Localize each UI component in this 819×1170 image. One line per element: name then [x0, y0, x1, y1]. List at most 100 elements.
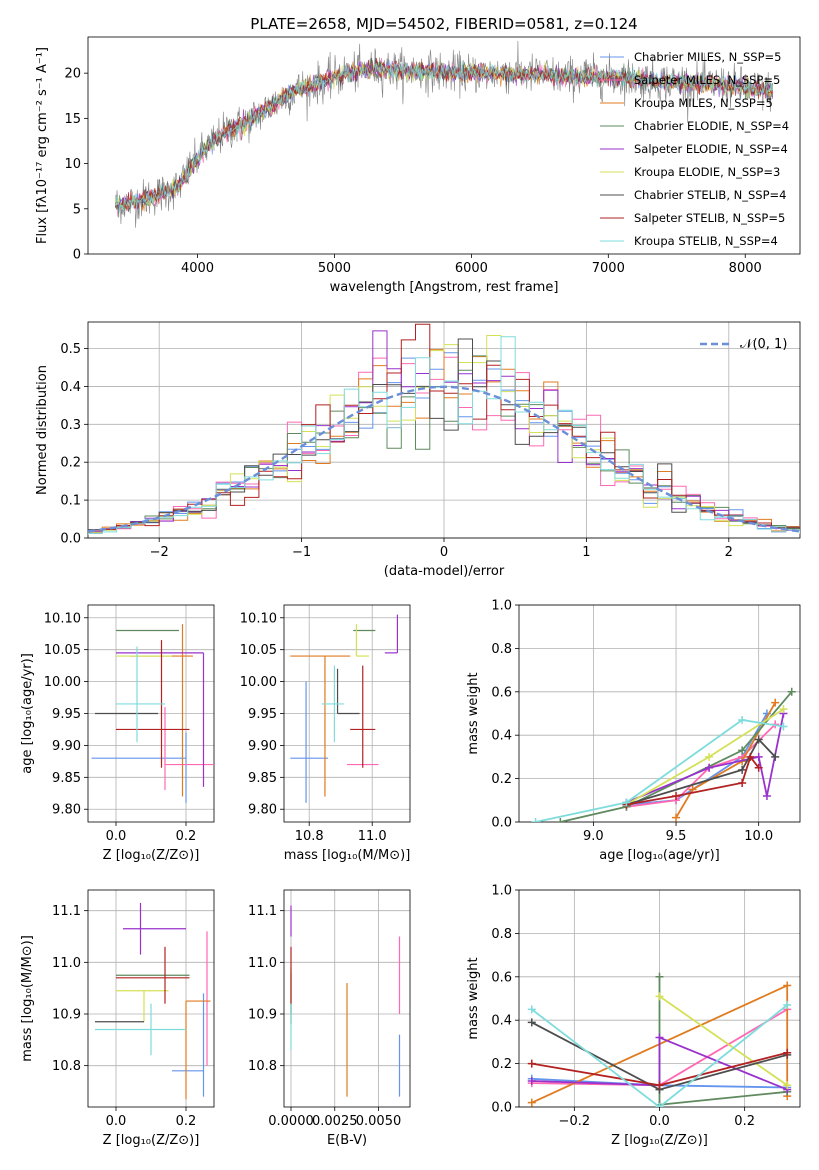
x-tick-label: 9.0	[583, 829, 604, 844]
errorbar-point-8	[321, 665, 344, 743]
x-tick-label: −2	[150, 545, 169, 560]
y-tick-label: 0.2	[491, 772, 512, 787]
weight-marker-6-1	[738, 765, 747, 774]
legend-label-5: Kroupa ELODIE, N_SSP=3	[634, 165, 780, 179]
weight-marker-3-3	[787, 687, 796, 696]
legend-label-6: Chabrier STELIB, N_SSP=4	[634, 188, 786, 202]
legend-label-4: Salpeter ELODIE, N_SSP=4	[634, 142, 788, 156]
errorbar-point-7	[116, 946, 190, 1004]
x-axis-label: Z [log₁₀(Z/Z⊙)]	[611, 1133, 708, 1148]
x-axis-label: (data-model)/error	[384, 564, 505, 579]
weight-marker-8-1	[655, 1103, 664, 1107]
massweight-vs-Z-axes: −0.2 0.0 0.2 0.0 0.2 0.4 0.6 0.8 1.0 Z [log₁₀(Z/Z…	[466, 884, 801, 1148]
mass-vs-Z-frame	[87, 889, 215, 1108]
mass-vs-Z-errorbars	[95, 902, 211, 1100]
model-line-8	[115, 60, 773, 213]
errorbar-point-0	[91, 732, 187, 803]
y-axis-label: mass weight	[466, 957, 481, 1039]
residual-legend: 𝒩(0, 1)	[700, 337, 787, 352]
weight-marker-5-0	[655, 992, 664, 1001]
y-tick-label: 0.2	[491, 1057, 512, 1072]
weight-marker-4-2	[655, 1033, 664, 1042]
errorbar-point-7	[350, 665, 376, 768]
x-tick-label: 0.2	[734, 1114, 755, 1129]
residuals-frame	[87, 321, 801, 539]
y-tick-label: 0.4	[491, 729, 512, 744]
y-tick-label: 0.1	[60, 494, 81, 509]
residuals-axes: −2 −1 0 1 2 0.0 0.1 0.2 0.3 0.4 0.5 (data-model)/er…	[35, 321, 801, 579]
legend-label-3: Chabrier ELODIE, N_SSP=4	[634, 119, 789, 133]
x-tick-label: 0	[440, 545, 448, 560]
y-tick-label: 0.6	[491, 970, 512, 985]
normal-reference-curve	[88, 385, 800, 533]
y-tick-label: 10.10	[240, 611, 277, 626]
errorbar-point-2	[290, 655, 351, 797]
weight-marker-4-3	[762, 791, 771, 800]
weight-marker-7-0	[527, 1059, 536, 1068]
y-tick-label: 9.90	[248, 739, 277, 754]
errorbar-point-2	[185, 1000, 211, 1100]
massweight-vs-Z-lines	[527, 972, 792, 1107]
age-vs-Z-frame	[87, 604, 215, 823]
weight-marker-5-1	[783, 1081, 792, 1090]
y-axis-label: Normed distribution	[35, 365, 50, 495]
spectrum-frame	[87, 36, 801, 255]
y-tick-label: 10.8	[248, 1059, 277, 1074]
weight-marker-7-2	[783, 1048, 792, 1057]
weight-marker-6-2	[754, 735, 763, 744]
weight-marker-4-1	[705, 763, 714, 772]
x-tick-label: −1	[292, 545, 311, 560]
model-line-7	[115, 58, 773, 212]
weight-marker-8-1	[622, 798, 631, 807]
age-vs-mass-frame	[283, 604, 411, 823]
errorbar-point-4	[123, 902, 186, 955]
x-tick-label: 0.2	[176, 1114, 197, 1129]
x-tick-label: 8000	[729, 261, 762, 276]
x-tick-label: 0.0	[649, 1114, 670, 1129]
x-tick-label: 0.0	[106, 829, 127, 844]
x-tick-label: 5000	[318, 261, 351, 276]
y-tick-label: 9.80	[52, 803, 81, 818]
weight-marker-2-1	[783, 981, 792, 990]
weight-line-8	[535, 719, 784, 822]
y-axis-label: age [log₁₀(age/yr)]	[20, 653, 35, 774]
weight-marker-3-0	[556, 818, 565, 822]
y-axis-label: mass [log₁₀(M/M⊙)]	[20, 935, 35, 1062]
weight-marker-8-3	[779, 722, 788, 731]
age-vs-Z-errorbars	[91, 624, 214, 803]
weight-marker-5-2	[779, 705, 788, 714]
errorbar-point-0	[290, 681, 329, 803]
mass-vs-EBV-frame	[283, 889, 411, 1108]
x-tick-label: 1	[582, 545, 590, 560]
x-tick-label: 6000	[455, 261, 488, 276]
x-axis-label: E(B-V)	[327, 1133, 367, 1148]
x-axis-label: mass [log₁₀(M/M⊙)]	[284, 848, 411, 863]
y-tick-label: 9.95	[52, 707, 81, 722]
x-tick-label: 0.2	[176, 829, 197, 844]
weight-marker-3-0	[655, 972, 664, 981]
y-tick-label: 10.05	[44, 643, 81, 658]
y-tick-label: 5	[73, 202, 81, 217]
age-vs-Z-axes: 0.0 0.2 9.80 9.85 9.90 9.95 10.00 10.05 10.10 Z […	[20, 604, 215, 863]
legend-label-normal: 𝒩(0, 1)	[740, 337, 787, 352]
legend-label-0: Chabrier MILES, N_SSP=5	[634, 50, 781, 64]
massweight-vs-age-axes: 9.0 9.5 10.0 0.0 0.2 0.4 0.6 0.8 1.0 age [log₁₀(a…	[466, 599, 801, 863]
y-tick-label: 0.4	[60, 380, 81, 395]
y-tick-label: 0	[73, 248, 81, 263]
errorbar-point-0	[172, 993, 205, 1097]
weight-marker-7-1	[672, 791, 681, 800]
x-tick-label: −0.2	[559, 1114, 591, 1129]
errorbar-point-1	[164, 707, 214, 791]
y-tick-label: 10.10	[44, 611, 81, 626]
x-axis-label: Z [log₁₀(Z/Z⊙)]	[103, 1133, 200, 1148]
x-axis-label: Z [log₁₀(Z/Z⊙)]	[103, 848, 200, 863]
x-tick-label: 4000	[181, 261, 214, 276]
errorbar-point-6	[336, 668, 360, 715]
y-tick-label: 9.95	[248, 707, 277, 722]
residual-histograms	[88, 323, 800, 535]
y-tick-label: 0.0	[491, 816, 512, 831]
y-axis-label: Flux [fλ10⁻¹⁷ erg cm⁻² s⁻¹ A⁻¹]	[35, 47, 50, 244]
x-tick-label: 10.0	[744, 829, 773, 844]
